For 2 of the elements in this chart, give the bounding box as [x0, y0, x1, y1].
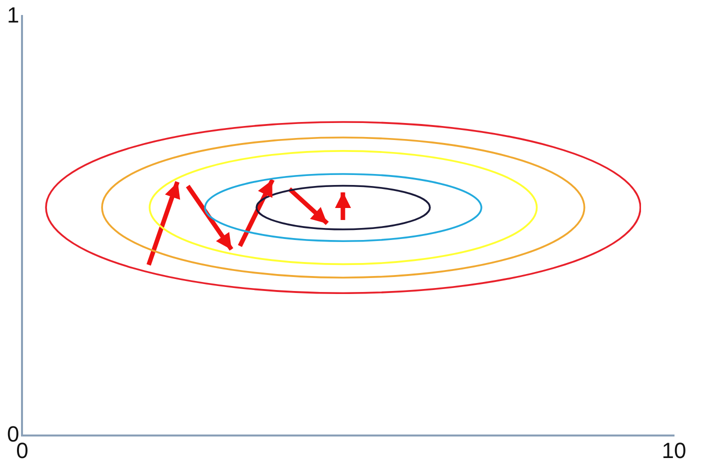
y-tick-label: 1	[6, 2, 20, 28]
x-tick-label: 10	[662, 438, 686, 463]
